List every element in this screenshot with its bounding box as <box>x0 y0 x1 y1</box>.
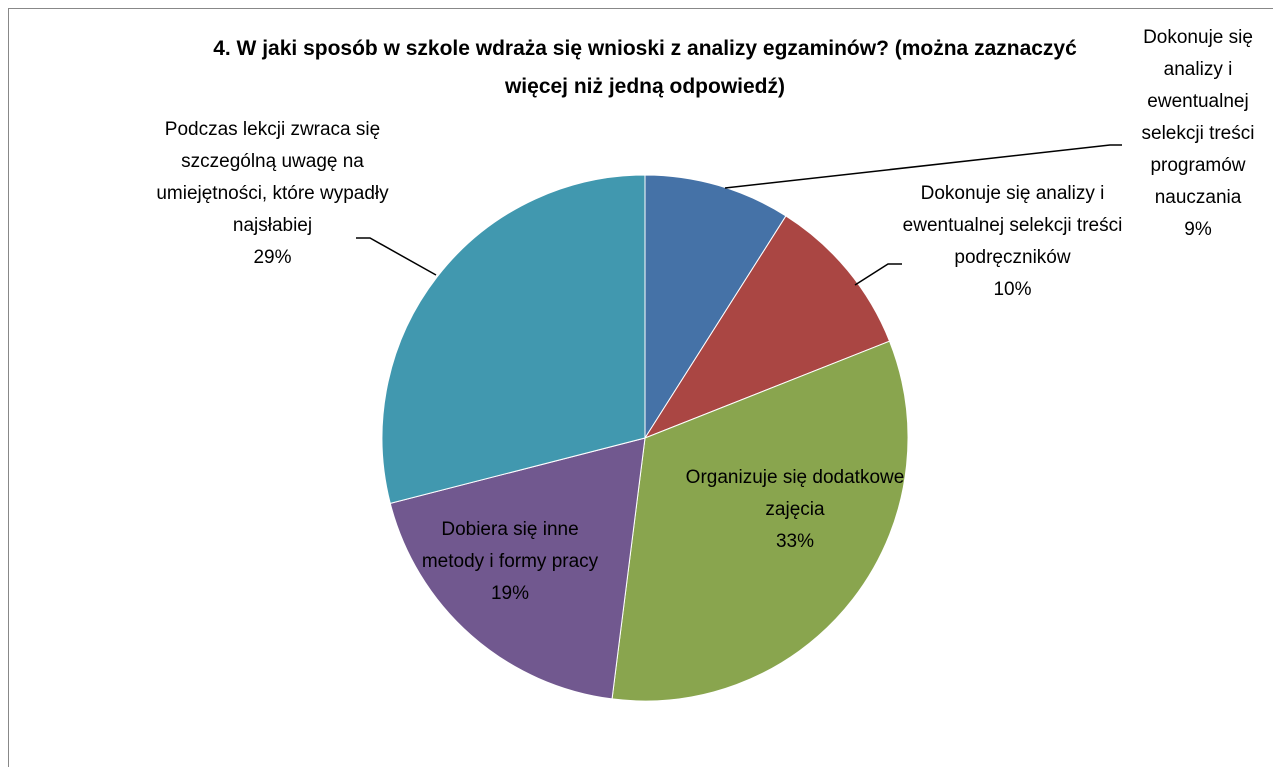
category-label: Podczas lekcji zwraca się szczególną uwa… <box>156 119 389 236</box>
value-label: 9% <box>1184 219 1212 240</box>
data-label: Dokonuje się analizy i ewentualnej selek… <box>1122 22 1273 246</box>
data-label: Dokonuje się analizy i ewentualnej selek… <box>890 178 1135 306</box>
leader-line <box>854 263 902 286</box>
pie-slice <box>611 340 909 702</box>
category-label: Dokonuje się analizy i ewentualnej selek… <box>1141 27 1255 208</box>
category-label: Dobiera się inne metody i formy pracy <box>421 519 599 572</box>
category-label: Dokonuje się analizy i ewentualnej selek… <box>902 183 1123 268</box>
data-label: Dobiera się inne metody i formy pracy 19% <box>410 514 610 610</box>
value-label: 10% <box>993 279 1032 300</box>
value-label: 19% <box>490 583 530 604</box>
data-label: Podczas lekcji zwraca się szczególną uwa… <box>145 114 400 274</box>
value-label: 29% <box>253 247 292 268</box>
chart-border <box>8 8 1273 767</box>
pie-slice <box>389 437 646 700</box>
pie-slice <box>644 174 787 440</box>
value-label: 33% <box>775 531 815 552</box>
leader-line <box>724 144 1122 189</box>
chart-title: 4. W jaki sposób w szkole wdraża się wni… <box>213 37 1077 98</box>
data-label: Organizuje się dodatkowe zajęcia 33% <box>670 462 920 558</box>
leader-line <box>356 237 437 276</box>
pie-slice <box>643 215 891 440</box>
pie-slice <box>381 174 646 505</box>
category-label: Organizuje się dodatkowe zajęcia <box>685 467 905 520</box>
